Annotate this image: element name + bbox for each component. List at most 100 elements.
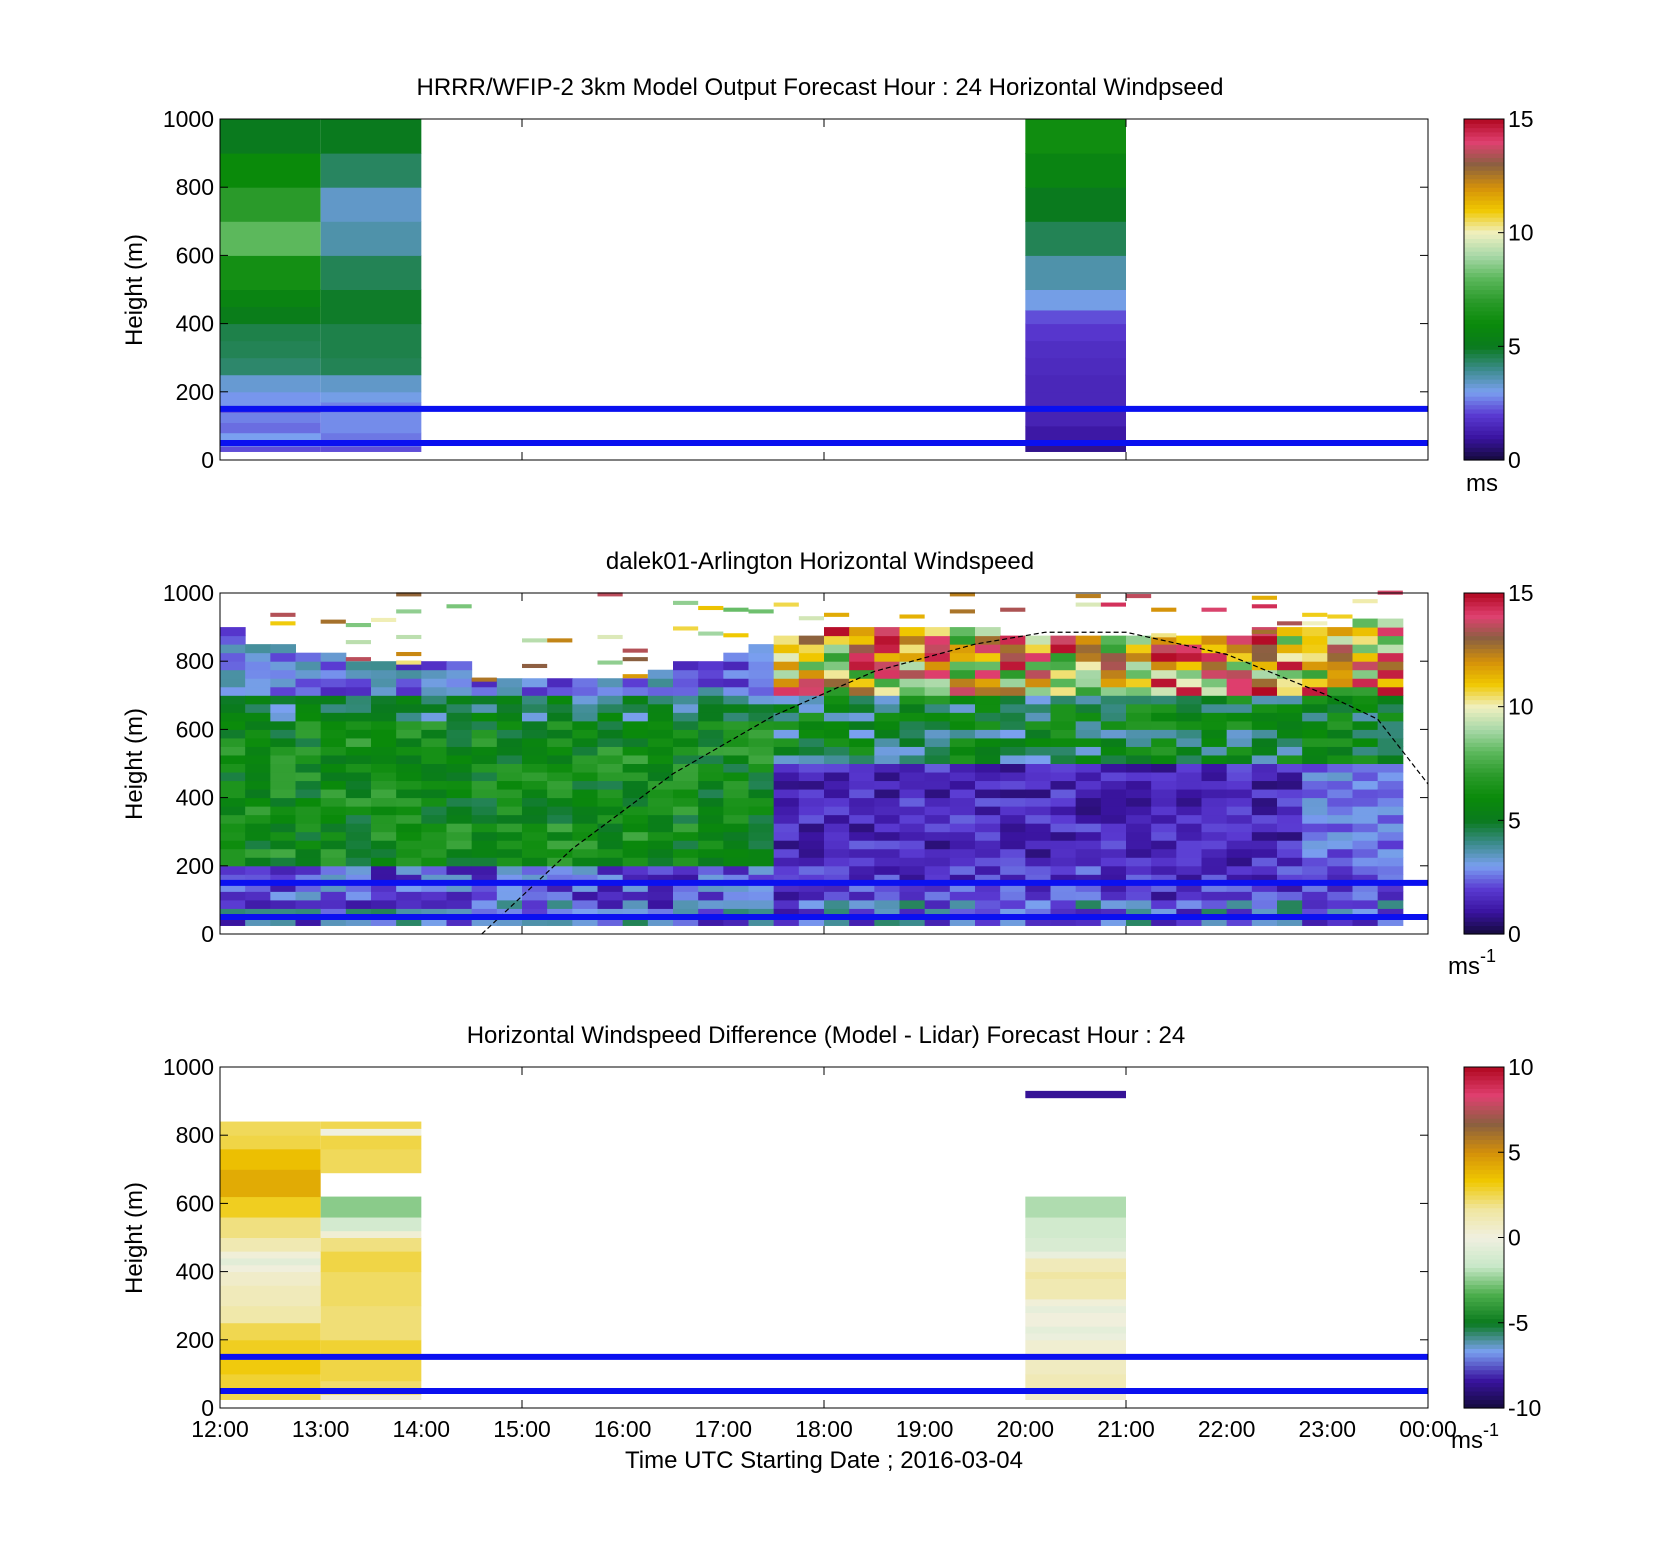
heatmap-cell — [1100, 695, 1127, 705]
heatmap-cell — [924, 737, 951, 747]
heatmap-cell — [1176, 840, 1202, 850]
heatmap-cell — [522, 823, 548, 833]
heatmap-cell — [345, 729, 372, 739]
heatmap-cell — [396, 678, 422, 688]
heatmap-cell — [522, 638, 548, 643]
heatmap-cell — [1126, 695, 1152, 705]
heatmap-cell — [647, 891, 674, 901]
heatmap-cell — [1176, 797, 1202, 807]
heatmap-cell — [446, 661, 473, 671]
colorbar-segment — [1464, 1301, 1504, 1307]
colorbar-segment — [1464, 921, 1504, 927]
heatmap-cell — [396, 882, 422, 892]
heatmap-cell — [1251, 772, 1278, 782]
colorbar-segment — [1464, 1126, 1504, 1132]
heatmap-cell — [1025, 1356, 1126, 1375]
heatmap-cell — [1201, 857, 1228, 867]
heatmap-cell — [1075, 823, 1102, 833]
heatmap-cell — [295, 695, 322, 705]
heatmap-cell — [1100, 729, 1127, 739]
heatmap-cell — [748, 840, 775, 850]
heatmap-cell — [874, 652, 900, 662]
heatmap-cell — [396, 899, 422, 909]
heatmap-cell — [522, 772, 548, 782]
heatmap-cell — [874, 763, 900, 773]
colorbar-segment — [1464, 720, 1504, 726]
heatmap-cell — [320, 746, 347, 756]
heatmap-cell — [270, 612, 296, 617]
heatmap-cell — [597, 695, 624, 705]
colorbar-tick-label: -10 — [1508, 1395, 1541, 1421]
heatmap-cell — [446, 797, 473, 807]
heatmap-cell — [1277, 789, 1303, 799]
heatmap-cell — [345, 874, 372, 884]
heatmap-cell — [270, 729, 296, 739]
heatmap-cell — [371, 772, 397, 782]
heatmap-cell — [1377, 652, 1404, 662]
heatmap-cell — [949, 806, 976, 816]
heatmap-cell — [245, 737, 271, 747]
heatmap-cell — [1327, 806, 1353, 816]
heatmap-cell — [1151, 754, 1177, 764]
colorbar-segment — [1464, 929, 1504, 935]
heatmap-cell — [1126, 891, 1152, 901]
colorbar-segment — [1464, 1369, 1504, 1375]
heatmap-cell — [647, 831, 674, 841]
heatmap-cell — [245, 652, 271, 662]
heatmap-cell — [1251, 840, 1278, 850]
heatmap-cell — [723, 746, 749, 756]
heatmap-cell — [673, 891, 699, 901]
heatmap-cell — [1377, 814, 1404, 824]
heatmap-cell — [572, 831, 598, 841]
heatmap-cell — [522, 780, 548, 790]
heatmap-cell — [1100, 669, 1127, 679]
heatmap-cell — [698, 678, 724, 688]
heatmap-cell — [647, 678, 674, 688]
heatmap-cell — [824, 635, 850, 645]
heatmap-cell — [1226, 814, 1253, 824]
heatmap-cell — [723, 652, 749, 662]
heatmap-cell — [798, 823, 825, 833]
heatmap-cell — [446, 916, 473, 926]
heatmap-cell — [723, 633, 749, 638]
heatmap-cell — [798, 789, 825, 799]
heatmap-cell — [824, 763, 850, 773]
panel-title: dalek01-Arlington Horizontal Windspeed — [606, 548, 1034, 575]
heatmap-cell — [647, 840, 674, 850]
colorbar-segment — [1464, 268, 1504, 274]
heatmap-cell — [748, 874, 775, 884]
heatmap-cell — [572, 916, 598, 926]
heatmap-cell — [748, 763, 775, 773]
colorbar-unit: ms — [1466, 470, 1498, 497]
heatmap-cell — [1176, 669, 1202, 679]
heatmap-cell — [1126, 908, 1152, 918]
heatmap-cell — [270, 840, 296, 850]
heatmap-cell — [1025, 1257, 1126, 1273]
colorbar-segment — [1464, 1327, 1504, 1332]
heatmap-cell — [471, 729, 498, 739]
heatmap-cell — [1226, 899, 1253, 909]
heatmap-cell — [1151, 780, 1177, 790]
heatmap-cell — [320, 1339, 422, 1358]
heatmap-cell — [1050, 780, 1077, 790]
heatmap-cell — [673, 916, 699, 926]
heatmap-cell — [673, 746, 699, 756]
heatmap-cell — [1100, 602, 1126, 607]
heatmap-cell — [547, 686, 573, 696]
heatmap-cell — [320, 357, 422, 376]
colorbar-segment — [1464, 1344, 1504, 1349]
heatmap-cell — [824, 848, 850, 858]
heatmap-cell — [1201, 754, 1228, 764]
heatmap-cell — [1352, 686, 1379, 696]
heatmap-cell — [522, 865, 548, 875]
colorbar-segment — [1464, 157, 1504, 163]
heatmap-cell — [1100, 865, 1127, 875]
heatmap-cell — [396, 729, 422, 739]
heatmap-cell — [924, 797, 951, 807]
heatmap-cell — [824, 754, 850, 764]
heatmap-cell — [874, 678, 900, 688]
heatmap-cell — [1352, 874, 1379, 884]
heatmap-cell — [1251, 678, 1278, 688]
heatmap-cell — [320, 1237, 422, 1252]
heatmap-cell — [1151, 789, 1177, 799]
